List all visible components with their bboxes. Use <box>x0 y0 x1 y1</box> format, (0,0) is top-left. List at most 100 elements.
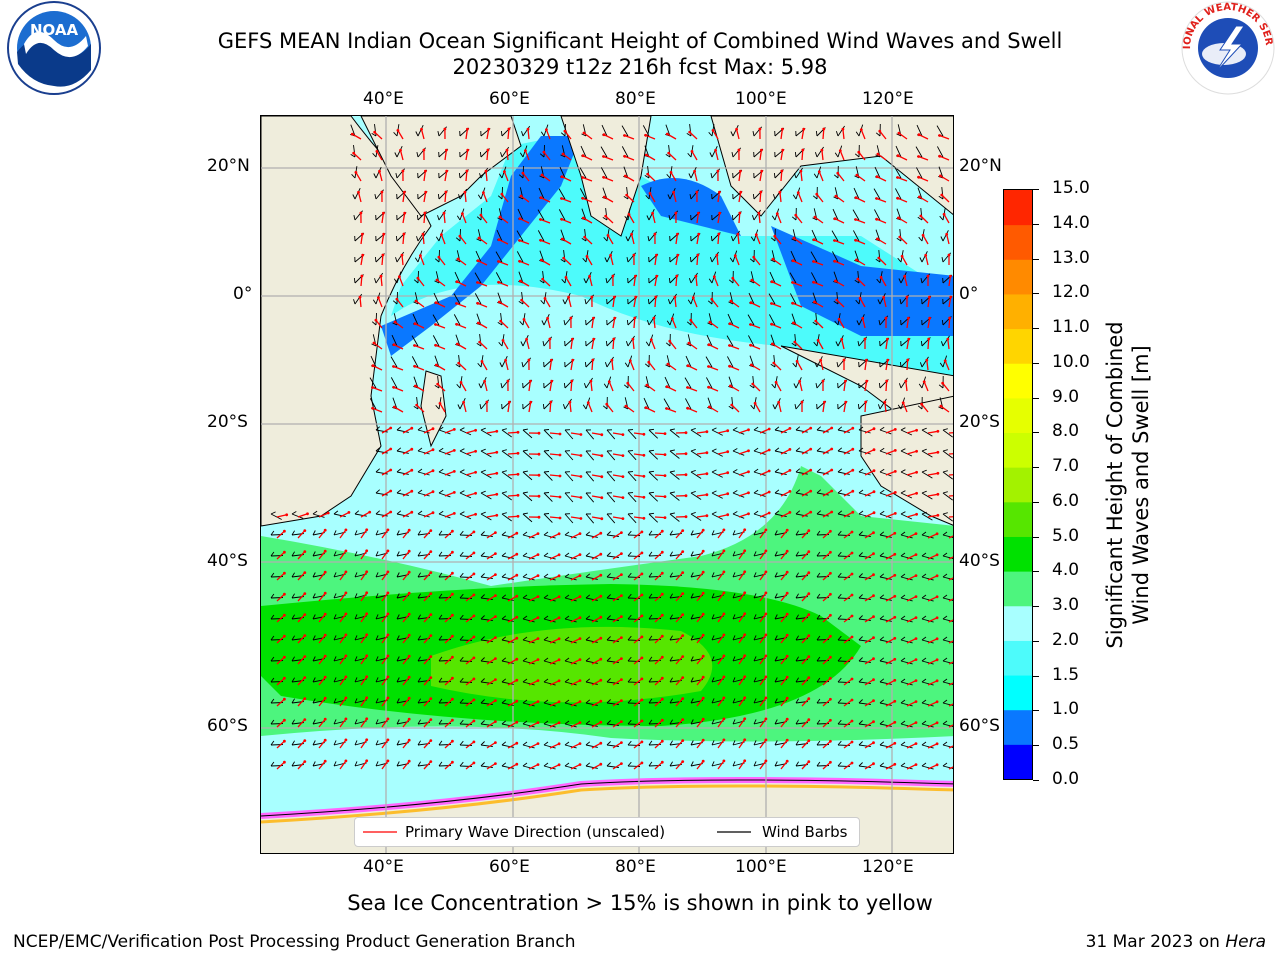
wave-direction-arrow <box>549 495 561 498</box>
wave-direction-arrow <box>864 428 875 434</box>
wind-barb <box>921 490 933 500</box>
wave-arrow-head <box>431 427 435 431</box>
wave-direction-arrow <box>709 321 719 329</box>
colorbar-tick-label: 11.0 <box>1052 317 1090 338</box>
wave-direction-arrow <box>759 170 763 182</box>
wind-barb <box>921 741 934 749</box>
wave-arrow-head <box>344 675 348 679</box>
wave-direction-arrow <box>759 449 770 455</box>
wave-direction-arrow <box>670 172 677 182</box>
wave-arrow-head <box>897 131 901 135</box>
wave-direction-arrow <box>444 491 455 497</box>
wave-arrow-head <box>506 379 510 383</box>
wave-arrow-head <box>640 740 644 744</box>
wave-direction-arrow <box>906 596 917 602</box>
wave-direction-arrow <box>843 657 853 665</box>
wave-direction-arrow <box>885 721 896 728</box>
wind-barb <box>835 335 844 347</box>
wave-arrow-head <box>407 633 411 637</box>
wave-direction-arrow <box>906 554 917 560</box>
wave-arrow-head <box>431 511 435 515</box>
wave-arrow-head <box>854 218 857 221</box>
wind-barb <box>455 355 461 368</box>
wave-arrow-head <box>875 175 879 179</box>
wave-arrow-head <box>344 549 348 553</box>
wave-arrow-head <box>591 358 595 362</box>
colorbar-segment <box>1004 536 1032 572</box>
wave-arrow-head <box>483 379 486 383</box>
wave-direction-arrow <box>465 450 476 455</box>
wave-arrow-head <box>476 301 480 305</box>
wave-direction-arrow <box>444 512 455 518</box>
wave-direction-arrow <box>607 235 614 245</box>
wave-arrow-head <box>663 474 667 477</box>
wave-direction-arrow <box>372 407 383 413</box>
wind-barb <box>877 293 886 305</box>
wave-arrow-head <box>743 612 747 616</box>
wave-direction-arrow <box>885 637 896 644</box>
wave-direction-arrow <box>436 279 446 287</box>
wind-barb <box>858 678 871 685</box>
wind-barb <box>648 428 659 439</box>
wave-arrow-head <box>743 654 747 658</box>
wave-direction-arrow <box>465 699 475 707</box>
wave-arrow-head <box>410 468 414 472</box>
wave-direction-arrow <box>423 449 434 455</box>
wave-direction-arrow <box>353 152 362 161</box>
wave-arrow-head <box>851 447 855 451</box>
wave-direction-arrow <box>822 719 831 728</box>
wave-direction-arrow <box>675 254 679 266</box>
wave-direction-arrow <box>773 362 782 371</box>
colorbar-segment <box>1004 709 1032 745</box>
wave-direction-arrow <box>817 339 824 350</box>
wave-arrow-head <box>583 235 587 239</box>
wave-direction-arrow <box>465 170 468 182</box>
wind-barb <box>669 470 680 480</box>
wave-direction-arrow <box>884 402 887 413</box>
wave-arrow-head <box>747 512 750 516</box>
wave-arrow-head <box>915 449 918 453</box>
wave-direction-arrow <box>633 657 643 665</box>
wave-direction-arrow <box>482 192 488 203</box>
wave-direction-arrow <box>654 453 666 456</box>
wave-direction-arrow <box>815 320 824 329</box>
wind-barb <box>879 720 892 727</box>
wave-arrow-head <box>850 635 854 639</box>
wave-direction-arrow <box>444 635 453 644</box>
wave-arrow-head <box>730 403 734 407</box>
wave-arrow-head <box>515 699 519 703</box>
wave-arrow-head <box>550 358 553 362</box>
wave-direction-arrow <box>927 596 938 602</box>
sea-ice-edge-inner <box>261 784 953 824</box>
wind-barb <box>900 657 913 665</box>
wave-direction-arrow <box>435 323 446 329</box>
wave-direction-arrow <box>843 762 853 770</box>
wave-direction-arrow <box>780 529 788 539</box>
wave-arrow-head <box>691 296 695 300</box>
lat-label-left: 40°S <box>207 551 248 571</box>
wave-direction-arrow <box>780 129 784 140</box>
wave-direction-arrow <box>402 676 410 686</box>
wave-direction-arrow <box>772 258 782 266</box>
wave-direction-arrow <box>423 698 432 707</box>
wave-arrow-head <box>722 717 726 721</box>
wave-direction-arrow <box>918 155 929 161</box>
wave-direction-arrow <box>528 722 539 728</box>
wave-direction-arrow <box>738 429 749 434</box>
wave-arrow-head <box>303 571 307 574</box>
wave-arrow-head <box>764 612 768 616</box>
wave-direction-arrow <box>586 256 593 266</box>
wave-arrow-head <box>578 553 582 556</box>
wave-direction-arrow <box>946 234 950 245</box>
wave-direction-arrow <box>486 493 497 497</box>
wave-direction-arrow <box>372 365 383 371</box>
wave-arrow-head <box>578 742 582 745</box>
wave-arrow-head <box>560 237 564 241</box>
wave-direction-arrow <box>750 344 761 350</box>
wind-barb <box>921 657 934 665</box>
wave-direction-arrow <box>800 171 803 182</box>
wave-direction-arrow <box>444 449 455 455</box>
wave-arrow-head <box>850 761 854 765</box>
wave-direction-arrow <box>927 533 938 539</box>
wave-direction-arrow <box>583 132 593 140</box>
